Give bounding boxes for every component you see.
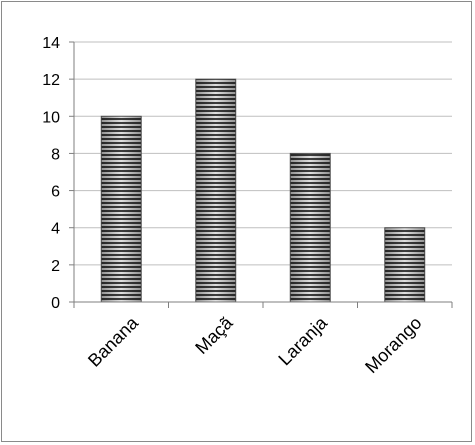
y-tick-label: 6	[51, 184, 60, 201]
y-tick-label: 0	[51, 295, 60, 312]
y-tick-label: 2	[51, 258, 60, 275]
bar-shading	[290, 153, 331, 302]
bar-laranja	[289, 152, 331, 303]
axes	[73, 42, 453, 308]
x-category-label: Banana	[84, 312, 143, 371]
bars	[100, 78, 426, 303]
y-tick-labels: 0 2 4 6 8 10 12 14	[42, 35, 60, 312]
bar-banana	[100, 115, 142, 303]
bar-maçã	[195, 78, 237, 303]
bar-morango	[384, 227, 426, 303]
x-category-labels: Banana Maçã Laranja Morango	[84, 312, 426, 377]
y-tick-label: 8	[51, 146, 60, 163]
x-category-label: Morango	[361, 313, 425, 377]
bar-shading	[195, 79, 236, 303]
x-category-label: Laranja	[274, 312, 331, 369]
bar-shading	[384, 227, 425, 302]
x-category-label: Maçã	[191, 312, 237, 358]
y-tick-label: 10	[42, 109, 60, 126]
y-tick-label: 4	[51, 221, 60, 238]
bar-shading	[101, 116, 142, 303]
y-tick-label: 14	[42, 35, 60, 52]
y-tick-label: 12	[42, 72, 60, 89]
